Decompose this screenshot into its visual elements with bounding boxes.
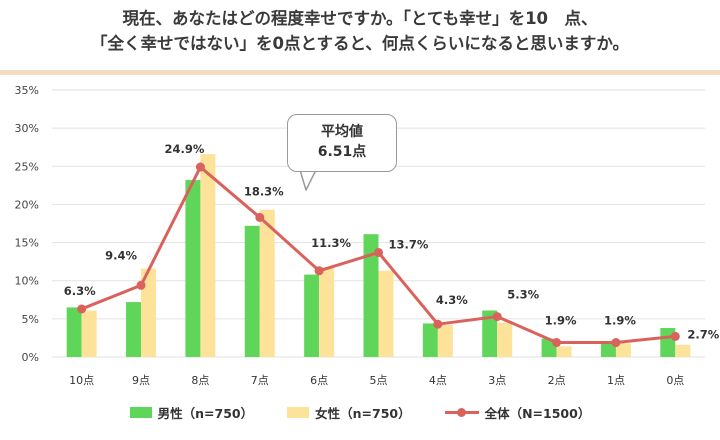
data-label-all: 24.9% <box>164 142 204 156</box>
point-all <box>195 162 205 172</box>
point-all <box>670 331 680 341</box>
legend-label-male: 男性（n=750） <box>157 405 254 421</box>
x-tick-label: 10点 <box>69 374 94 387</box>
bar-female <box>675 344 691 357</box>
data-label-all: 9.4% <box>105 248 137 262</box>
bar-female <box>259 209 275 357</box>
data-label-all: 1.9% <box>545 314 577 328</box>
bar-male <box>126 302 142 357</box>
title-divider <box>0 70 720 75</box>
data-label-all: 1.9% <box>604 314 636 328</box>
legend-item-male: 男性（n=750） <box>129 403 254 422</box>
average-callout-label: 平均値 <box>321 124 363 140</box>
chart-title: 現在、あなたはどの程度幸せですか。「とても幸せ」を10 点、 「全く幸せではない… <box>0 6 720 56</box>
chart-title-line-1: 現在、あなたはどの程度幸せですか。「とても幸せ」を10 点、 <box>122 9 598 28</box>
x-tick-label: 1点 <box>607 374 625 387</box>
y-tick-label: 15% <box>15 237 39 250</box>
bar-female <box>319 266 335 357</box>
x-tick-label: 5点 <box>370 374 388 387</box>
bar-female <box>497 322 513 357</box>
point-all <box>374 247 383 257</box>
data-label-all: 13.7% <box>389 237 429 251</box>
bar-female <box>378 270 394 357</box>
bar-male <box>422 323 438 357</box>
callout-tail <box>300 170 316 191</box>
y-tick-label: 10% <box>15 275 39 288</box>
legend-item-female: 女性（n=750） <box>287 403 411 422</box>
bar-male <box>304 274 320 357</box>
chart-title-line-2: 「全く幸せではない」を0点とすると、何点くらいになると思いますか。 <box>91 34 629 53</box>
point-all <box>552 338 562 348</box>
x-tick-label: 3点 <box>488 374 506 387</box>
point-all <box>611 338 621 348</box>
data-label-all: 4.3% <box>436 293 468 307</box>
x-tick-label: 2点 <box>548 374 566 387</box>
data-label-all: 6.3% <box>64 284 96 298</box>
legend-swatch-male <box>129 406 152 418</box>
point-all <box>433 319 443 329</box>
x-tick-label: 7点 <box>251 374 269 387</box>
average-callout-value: 6.51点 <box>317 144 367 160</box>
bar-female <box>200 154 216 357</box>
data-label-all: 5.3% <box>507 288 539 302</box>
x-tick-label: 8点 <box>191 374 209 387</box>
bar-male <box>244 225 260 357</box>
point-all <box>255 212 265 222</box>
point-all <box>136 280 146 290</box>
y-tick-label: 20% <box>15 198 39 211</box>
bar-male <box>363 234 379 357</box>
y-tick-label: 5% <box>22 313 39 326</box>
bar-female <box>437 324 453 357</box>
bar-female <box>141 268 157 357</box>
data-label-all: 18.3% <box>244 184 284 198</box>
y-tick-label: 35% <box>15 84 39 97</box>
point-all <box>492 312 502 322</box>
bar-female <box>615 343 631 357</box>
bar-male <box>600 341 616 357</box>
bar-female <box>81 310 97 357</box>
legend-swatch-all <box>444 406 479 418</box>
point-all <box>77 304 87 314</box>
legend-label-all: 全体（N=1500） <box>484 405 591 421</box>
average-callout: 平均値 6.51点 <box>287 114 397 172</box>
data-label-all: 11.3% <box>311 236 351 250</box>
x-tick-label: 4点 <box>429 374 447 387</box>
legend-label-female: 女性（n=750） <box>315 405 411 421</box>
y-tick-label: 0% <box>22 351 39 364</box>
legend-swatch-female <box>287 406 310 418</box>
y-tick-label: 30% <box>15 122 39 135</box>
y-tick-label: 25% <box>15 160 39 173</box>
x-tick-label: 0点 <box>666 374 684 387</box>
bar-male <box>660 328 676 357</box>
point-all <box>314 266 324 276</box>
bar-male <box>185 180 201 357</box>
bar-male <box>66 307 82 357</box>
bar-female <box>556 346 572 357</box>
x-tick-label: 6点 <box>310 374 328 387</box>
chart-legend: 男性（n=750） 女性（n=750） 全体（N=1500） <box>0 400 720 424</box>
bar-male <box>482 310 498 357</box>
legend-item-all: 全体（N=1500） <box>444 403 591 422</box>
x-tick-label: 9点 <box>132 374 150 387</box>
data-label-all: 2.7% <box>687 327 719 341</box>
